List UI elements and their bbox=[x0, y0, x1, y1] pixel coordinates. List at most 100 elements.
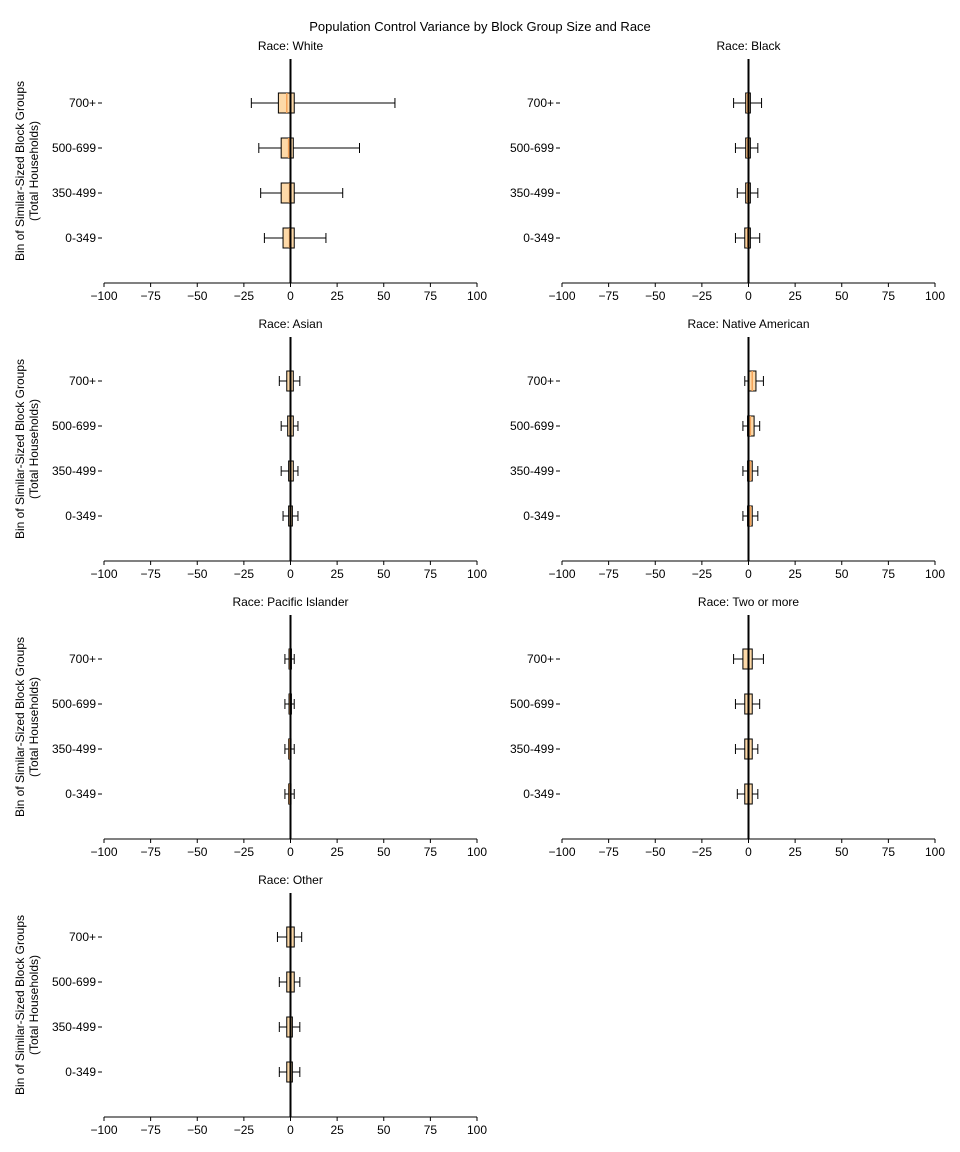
x-tick-label: −75 bbox=[598, 289, 619, 303]
y-tick-label: 700+ bbox=[69, 374, 96, 388]
y-tick-label: 0-349 bbox=[523, 509, 554, 523]
x-tick-label: 75 bbox=[424, 567, 438, 581]
y-tick-label: 350-499 bbox=[52, 186, 96, 200]
y-tick-label: 0-349 bbox=[523, 231, 554, 245]
panel-title: Race: Asian bbox=[258, 317, 322, 331]
y-tick-label: 0-349 bbox=[65, 231, 96, 245]
y-tick-label: 700+ bbox=[69, 96, 96, 110]
y-axis-label: (Total Households) bbox=[27, 399, 41, 499]
x-tick-label: 75 bbox=[882, 289, 896, 303]
y-axis-label: (Total Households) bbox=[27, 121, 41, 221]
x-tick-label: −50 bbox=[645, 289, 666, 303]
y-tick-label: 700+ bbox=[527, 652, 554, 666]
x-tick-label: 0 bbox=[287, 289, 294, 303]
x-tick-label: 0 bbox=[287, 1123, 294, 1137]
x-tick-label: 0 bbox=[745, 845, 752, 859]
x-tick-label: 25 bbox=[330, 567, 344, 581]
x-tick-label: 50 bbox=[377, 845, 391, 859]
y-tick-label: 350-499 bbox=[52, 464, 96, 478]
y-axis-label: (Total Households) bbox=[27, 955, 41, 1055]
y-tick-label: 500-699 bbox=[510, 141, 554, 155]
x-tick-label: −50 bbox=[187, 845, 208, 859]
y-axis-label: Bin of Similar-Sized Block Groups bbox=[13, 637, 27, 817]
x-tick-label: −100 bbox=[548, 845, 575, 859]
x-tick-label: −100 bbox=[90, 567, 117, 581]
y-tick-label: 350-499 bbox=[52, 1020, 96, 1034]
y-axis-label: Bin of Similar-Sized Block Groups bbox=[13, 359, 27, 539]
panel-title: Race: Native American bbox=[687, 317, 809, 331]
x-tick-label: −100 bbox=[548, 289, 575, 303]
x-tick-label: 100 bbox=[925, 289, 945, 303]
x-tick-label: 100 bbox=[467, 1123, 487, 1137]
y-tick-label: 700+ bbox=[69, 930, 96, 944]
figure-title: Population Control Variance by Block Gro… bbox=[309, 19, 651, 34]
x-tick-label: 50 bbox=[377, 1123, 391, 1137]
x-tick-label: 75 bbox=[424, 289, 438, 303]
x-tick-label: −25 bbox=[234, 567, 255, 581]
y-tick-label: 700+ bbox=[69, 652, 96, 666]
x-tick-label: −25 bbox=[692, 845, 713, 859]
panel-title: Race: White bbox=[258, 39, 324, 53]
x-tick-label: 100 bbox=[925, 845, 945, 859]
x-tick-label: −50 bbox=[645, 567, 666, 581]
panel-title: Race: Two or more bbox=[698, 595, 799, 609]
x-tick-label: −100 bbox=[90, 289, 117, 303]
x-tick-label: 25 bbox=[330, 1123, 344, 1137]
x-tick-label: 50 bbox=[377, 289, 391, 303]
x-tick-label: −25 bbox=[234, 1123, 255, 1137]
x-tick-label: −100 bbox=[548, 567, 575, 581]
x-tick-label: 50 bbox=[835, 567, 849, 581]
y-tick-label: 350-499 bbox=[510, 186, 554, 200]
y-tick-label: 350-499 bbox=[510, 742, 554, 756]
x-tick-label: 75 bbox=[882, 567, 896, 581]
panel-title: Race: Other bbox=[258, 873, 323, 887]
x-tick-label: −75 bbox=[140, 289, 161, 303]
x-tick-label: 0 bbox=[745, 567, 752, 581]
x-tick-label: −50 bbox=[187, 1123, 208, 1137]
y-tick-label: 500-699 bbox=[510, 419, 554, 433]
y-tick-label: 0-349 bbox=[65, 1065, 96, 1079]
x-tick-label: 50 bbox=[835, 289, 849, 303]
x-tick-label: −75 bbox=[140, 1123, 161, 1137]
y-tick-label: 500-699 bbox=[52, 975, 96, 989]
iqr-box bbox=[282, 227, 295, 249]
y-tick-label: 700+ bbox=[527, 374, 554, 388]
x-tick-label: 100 bbox=[467, 289, 487, 303]
iqr-box bbox=[280, 182, 295, 204]
y-axis-label: Bin of Similar-Sized Block Groups bbox=[13, 915, 27, 1095]
x-tick-label: 75 bbox=[424, 1123, 438, 1137]
x-tick-label: −25 bbox=[692, 289, 713, 303]
x-tick-label: 25 bbox=[330, 845, 344, 859]
x-tick-label: −75 bbox=[140, 567, 161, 581]
y-tick-label: 500-699 bbox=[510, 697, 554, 711]
x-tick-label: 100 bbox=[467, 845, 487, 859]
y-axis-label: (Total Households) bbox=[27, 677, 41, 777]
x-tick-label: 25 bbox=[788, 567, 802, 581]
x-tick-label: −75 bbox=[140, 845, 161, 859]
x-tick-label: −100 bbox=[90, 845, 117, 859]
x-tick-label: −50 bbox=[645, 845, 666, 859]
x-tick-label: −50 bbox=[187, 567, 208, 581]
x-tick-label: 100 bbox=[925, 567, 945, 581]
x-tick-label: −75 bbox=[598, 567, 619, 581]
x-tick-label: 25 bbox=[330, 289, 344, 303]
y-tick-label: 500-699 bbox=[52, 697, 96, 711]
x-tick-label: 75 bbox=[424, 845, 438, 859]
x-tick-label: −50 bbox=[187, 289, 208, 303]
y-tick-label: 500-699 bbox=[52, 419, 96, 433]
x-tick-label: 50 bbox=[835, 845, 849, 859]
x-tick-label: 75 bbox=[882, 845, 896, 859]
x-tick-label: 25 bbox=[788, 845, 802, 859]
x-tick-label: −100 bbox=[90, 1123, 117, 1137]
y-tick-label: 0-349 bbox=[65, 509, 96, 523]
panel-title: Race: Black bbox=[716, 39, 781, 53]
panel-title: Race: Pacific Islander bbox=[232, 595, 348, 609]
y-tick-label: 350-499 bbox=[52, 742, 96, 756]
y-tick-label: 700+ bbox=[527, 96, 554, 110]
x-tick-label: 0 bbox=[745, 289, 752, 303]
x-tick-label: 25 bbox=[788, 289, 802, 303]
y-tick-label: 500-699 bbox=[52, 141, 96, 155]
x-tick-label: −25 bbox=[234, 289, 255, 303]
x-tick-label: −25 bbox=[234, 845, 255, 859]
